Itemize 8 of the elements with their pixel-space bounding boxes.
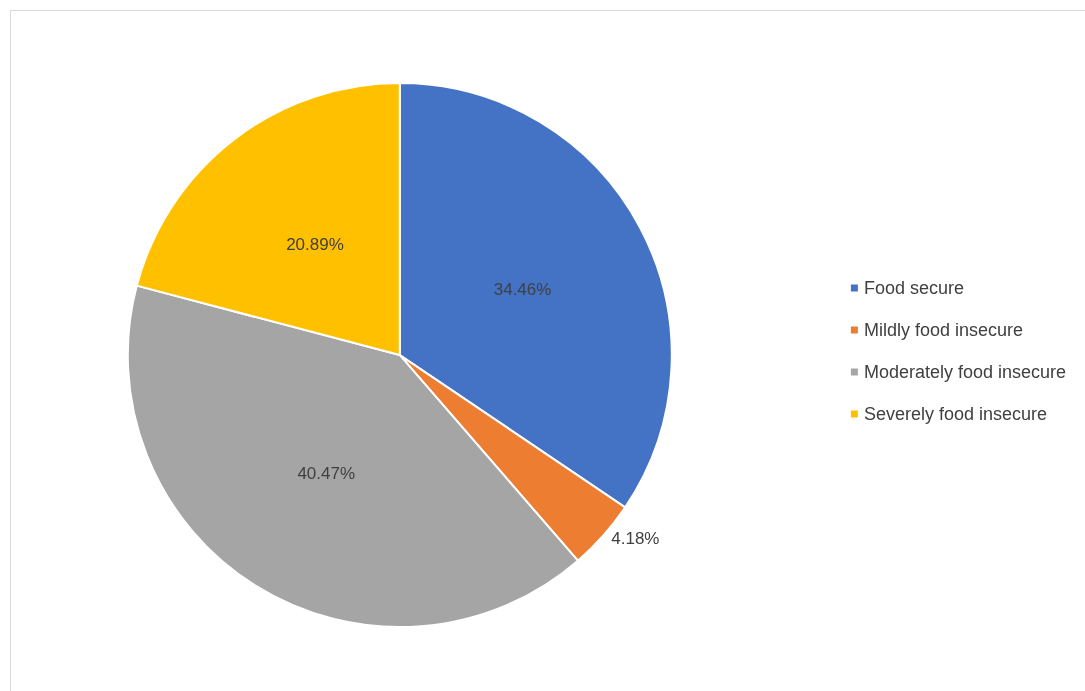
legend-label: Mildly food insecure	[863, 320, 1023, 340]
data-label: 40.47%	[297, 463, 356, 483]
legend-label: Severely food insecure	[863, 404, 1047, 424]
legend-label: Moderately food insecure	[863, 362, 1067, 382]
data-label: 34.46%	[493, 280, 552, 300]
legend-label: Food secure	[863, 278, 964, 298]
data-label: 20.89%	[286, 235, 344, 255]
data-label: 4.18%	[611, 528, 660, 548]
